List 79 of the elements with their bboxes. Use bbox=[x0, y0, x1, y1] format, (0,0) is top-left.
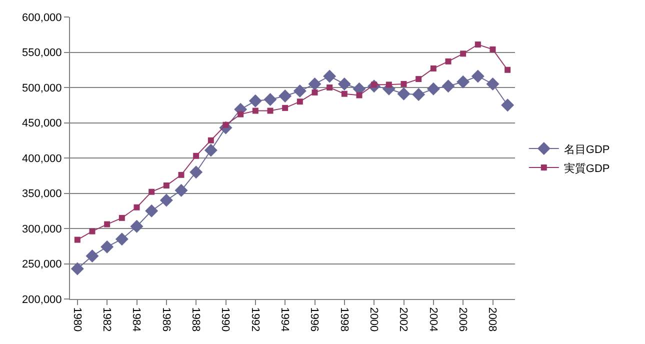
y-tick-label: 300,000 bbox=[22, 223, 62, 236]
point bbox=[293, 84, 306, 98]
point bbox=[267, 108, 274, 114]
point bbox=[312, 89, 318, 96]
point bbox=[148, 188, 155, 195]
point bbox=[486, 77, 500, 90]
legend-label: 名目GDP bbox=[564, 144, 610, 156]
point bbox=[163, 182, 170, 188]
x-tick-label: 1996 bbox=[308, 307, 320, 332]
x-tick-label: 1982 bbox=[100, 307, 113, 332]
point bbox=[264, 92, 277, 106]
point bbox=[134, 204, 140, 210]
y-tick-label: 400,000 bbox=[22, 152, 62, 165]
point bbox=[490, 46, 496, 52]
point bbox=[130, 220, 144, 233]
point bbox=[308, 77, 322, 90]
legend-label: 実質GDP bbox=[564, 162, 610, 175]
y-tick-label: 500,000 bbox=[22, 82, 62, 94]
point bbox=[204, 144, 218, 157]
point bbox=[442, 80, 455, 93]
point bbox=[89, 228, 96, 234]
point bbox=[400, 80, 407, 87]
point bbox=[430, 65, 436, 72]
point bbox=[412, 88, 426, 102]
point bbox=[282, 104, 288, 111]
y-tick-label: 450,000 bbox=[22, 118, 62, 130]
x-tick-label: 2008 bbox=[486, 307, 498, 332]
x-tick-label: 1984 bbox=[130, 307, 142, 332]
point bbox=[160, 194, 173, 207]
point bbox=[178, 172, 184, 178]
point bbox=[356, 92, 362, 98]
x-tick-label: 1998 bbox=[338, 307, 350, 332]
x-tick-label: 2006 bbox=[456, 307, 469, 332]
point bbox=[118, 214, 125, 221]
x-tick-label: 1980 bbox=[70, 307, 83, 332]
point bbox=[386, 82, 392, 88]
point bbox=[86, 250, 99, 262]
x-tick-label: 2002 bbox=[397, 307, 410, 332]
x-tick-label: 1990 bbox=[219, 307, 232, 332]
x-tick-label: 1992 bbox=[248, 307, 261, 332]
point bbox=[397, 87, 410, 100]
point bbox=[190, 166, 203, 179]
point bbox=[471, 70, 484, 83]
point bbox=[252, 108, 258, 114]
point bbox=[70, 262, 84, 276]
y-tick-label: 250,000 bbox=[22, 258, 62, 271]
point bbox=[174, 184, 188, 197]
point bbox=[323, 70, 336, 83]
point bbox=[445, 58, 452, 64]
point bbox=[456, 75, 470, 88]
point bbox=[278, 89, 292, 102]
point bbox=[326, 84, 333, 90]
x-tick-label: 2000 bbox=[368, 307, 380, 332]
point bbox=[145, 204, 158, 218]
point bbox=[100, 240, 114, 254]
x-tick-label: 2004 bbox=[426, 307, 439, 332]
point bbox=[248, 94, 262, 108]
point bbox=[474, 42, 481, 48]
point bbox=[104, 221, 110, 228]
point bbox=[115, 232, 128, 246]
y-tick-label: 200,000 bbox=[22, 294, 62, 306]
point bbox=[338, 77, 351, 90]
point bbox=[426, 82, 440, 96]
point bbox=[501, 98, 514, 112]
point bbox=[193, 152, 200, 159]
point bbox=[460, 50, 466, 57]
point bbox=[208, 137, 214, 144]
point bbox=[74, 236, 80, 243]
point bbox=[238, 111, 244, 118]
x-tick-label: 1994 bbox=[278, 307, 291, 332]
x-tick-label: 1988 bbox=[190, 307, 202, 332]
y-tick-label: 550,000 bbox=[22, 47, 62, 60]
point bbox=[296, 98, 303, 105]
y-tick-label: 350,000 bbox=[22, 188, 62, 200]
y-tick-label: 600,000 bbox=[22, 12, 62, 24]
x-tick-label: 1986 bbox=[160, 307, 172, 332]
point bbox=[504, 66, 511, 73]
point bbox=[341, 90, 348, 97]
point bbox=[416, 76, 422, 82]
